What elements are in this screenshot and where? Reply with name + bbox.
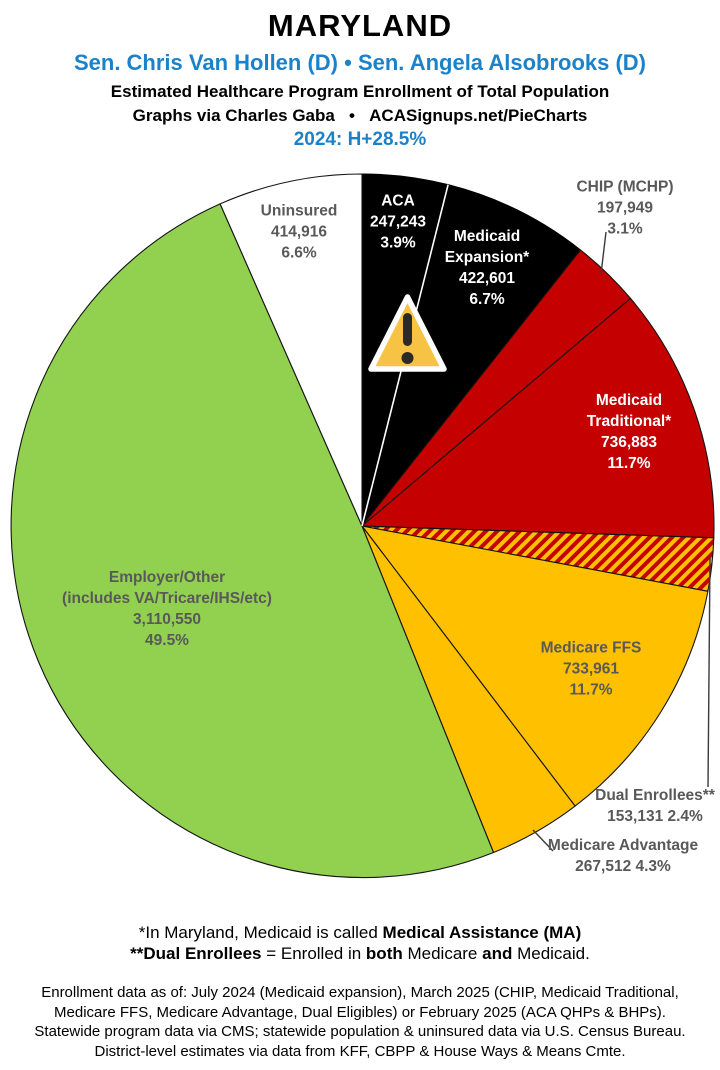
leader-dual-enrollees	[707, 557, 711, 788]
page-title: MARYLAND	[267, 8, 453, 43]
pie-slice-medicaid_traditional	[361, 297, 715, 539]
pie-slice-uninsured	[219, 173, 363, 527]
slice-label-dual_enrollees: Dual Enrollees** 153,131 2.4%	[595, 787, 715, 825]
slice-label-medicare_ffs: Medicare FFS 733,961 11.7%	[540, 639, 642, 699]
credit-line: Graphs via Charles Gaba • ACASignups.net…	[132, 106, 588, 125]
pie-slice-medicaid_expansion	[361, 184, 582, 527]
pie-svg	[10, 173, 715, 879]
slice-label-employer_other: Employer/Other (includes VA/Tricare/IHS/e…	[62, 569, 272, 649]
partisan-lean: 2024: H+28.5%	[293, 129, 427, 150]
leader-medicare-advantage	[532, 829, 554, 852]
footnote-medicaid: *In Maryland, Medicaid is called Medical…	[138, 923, 582, 942]
footnote-dual: **Dual Enrollees = Enrolled in both Medi…	[130, 944, 590, 963]
slice-label-uninsured: Uninsured 414,916 6.6%	[260, 202, 338, 262]
slice-label-medicaid_traditional: Medicaid Traditional* 736,883 11.7%	[586, 392, 672, 472]
leader-chip	[600, 231, 607, 275]
pie-slices	[10, 173, 715, 879]
pie-slice-employer_other	[10, 203, 495, 879]
slice-label-chip: CHIP (MCHP) 197,949 3.1%	[576, 178, 674, 238]
slice-label-medicare_advantage: Medicare Advantage 267,512 4.3%	[547, 837, 699, 875]
data-sources-note-line3: Statewide program data via CMS; statewid…	[34, 1023, 686, 1041]
chart-subtitle: Estimated Healthcare Program Enrollment …	[110, 82, 610, 101]
data-sources-note-line2: Medicare FFS, Medicare Advantage, Dual E…	[54, 1003, 666, 1021]
pie-chart: ACA 247,243 3.9% Medicaid Expansion* 422,601 6…	[0, 160, 720, 900]
data-sources-note-line4: District-level estimates via data from K…	[94, 1042, 626, 1060]
slice-label-medicaid_expansion: Medicaid Expansion* 422,601 6.7%	[444, 228, 530, 308]
senators-line: Sen. Chris Van Hollen (D) • Sen. Angela …	[73, 50, 647, 75]
data-sources-note-line1: Enrollment data as of: July 2024 (Medica…	[41, 984, 679, 1001]
slice-label-aca: ACA 247,243 3.9%	[369, 192, 427, 252]
pie-slice-medicare_ffs	[361, 525, 709, 807]
warning-icon	[368, 294, 447, 372]
